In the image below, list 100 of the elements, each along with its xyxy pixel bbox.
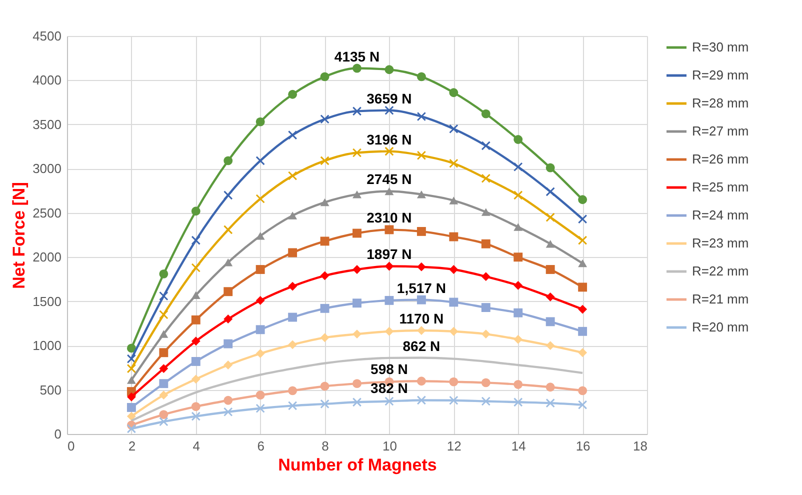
legend-label: R=24 mm [692, 208, 749, 222]
point [320, 271, 330, 280]
point [384, 65, 394, 74]
point [481, 396, 491, 406]
point [159, 348, 168, 358]
point [159, 310, 168, 320]
point [416, 190, 426, 198]
annotation: 2310 N [366, 210, 412, 226]
point [320, 198, 330, 206]
point [224, 396, 233, 405]
point [288, 248, 298, 258]
point [159, 291, 168, 301]
point [384, 296, 394, 305]
point [352, 265, 362, 274]
point [126, 376, 136, 384]
y-tick-label: 4500 [32, 28, 62, 44]
point [191, 402, 200, 412]
point [546, 292, 555, 302]
point [546, 187, 555, 196]
point [416, 396, 426, 405]
point [578, 326, 588, 336]
point [126, 354, 136, 364]
point [384, 262, 394, 271]
annotation: 3196 N [366, 131, 412, 148]
point [449, 158, 458, 168]
point [320, 399, 330, 409]
point [256, 296, 265, 305]
point [384, 225, 394, 234]
legend-label: R=29 mm [692, 68, 749, 82]
point [546, 317, 555, 326]
point [256, 232, 265, 240]
x-tick-label: 18 [633, 438, 648, 454]
point [449, 377, 458, 386]
legend-label: R=28 mm [692, 96, 749, 110]
point [352, 148, 362, 158]
point [159, 364, 168, 374]
y-tick-label: 2500 [32, 205, 62, 220]
point [384, 106, 394, 116]
legend-label: R=21 mm [692, 292, 749, 306]
point [546, 240, 555, 248]
point [513, 162, 523, 172]
y-tick-label: 1000 [32, 338, 62, 354]
point [578, 282, 588, 292]
point [514, 280, 523, 290]
point [288, 312, 298, 322]
point [224, 156, 233, 166]
point [288, 401, 298, 410]
point [513, 190, 523, 200]
point [578, 195, 588, 204]
point [126, 392, 136, 402]
point [288, 171, 298, 180]
y-axis-title: Net Force [N] [10, 182, 29, 289]
point [546, 398, 555, 408]
point [481, 174, 491, 184]
legend-label: R=22 mm [692, 264, 749, 278]
point [191, 263, 201, 272]
x-tick-label: 6 [257, 438, 264, 454]
annotation: 1,517 N [396, 280, 446, 296]
point [514, 334, 523, 344]
point [191, 206, 200, 216]
point [224, 258, 233, 266]
point [191, 357, 200, 366]
point [191, 236, 201, 245]
point [320, 156, 330, 166]
point [416, 226, 426, 236]
point [191, 336, 200, 346]
x-tick-label: 16 [576, 438, 590, 454]
annotation: 382 N [370, 380, 408, 396]
point [352, 190, 362, 198]
legend-label: R=26 mm [692, 152, 749, 166]
x-tick-label: 8 [322, 438, 329, 454]
point [223, 190, 233, 200]
x-tick-label: 0 [68, 438, 75, 454]
point [352, 330, 362, 339]
annotation: 598 N [370, 361, 408, 378]
legend-label: R=27 mm [692, 124, 749, 138]
point [288, 340, 298, 350]
point [352, 228, 362, 238]
x-tick-label: 2 [128, 438, 136, 454]
point [481, 208, 490, 216]
legend-label: R=25 mm [692, 180, 749, 194]
point [449, 326, 458, 336]
point [546, 163, 555, 172]
point [449, 196, 458, 204]
point [352, 106, 362, 116]
point [449, 88, 458, 98]
point [384, 396, 394, 406]
point [416, 72, 426, 82]
point [481, 303, 490, 312]
point [191, 412, 201, 421]
point [481, 141, 491, 150]
point [256, 194, 265, 204]
y-tick-label: 4000 [32, 72, 62, 88]
point [546, 382, 555, 392]
annotation: 1897 N [366, 246, 412, 262]
point [481, 378, 490, 388]
point [320, 333, 330, 342]
point [578, 400, 588, 410]
point [449, 124, 458, 134]
point [320, 304, 330, 313]
